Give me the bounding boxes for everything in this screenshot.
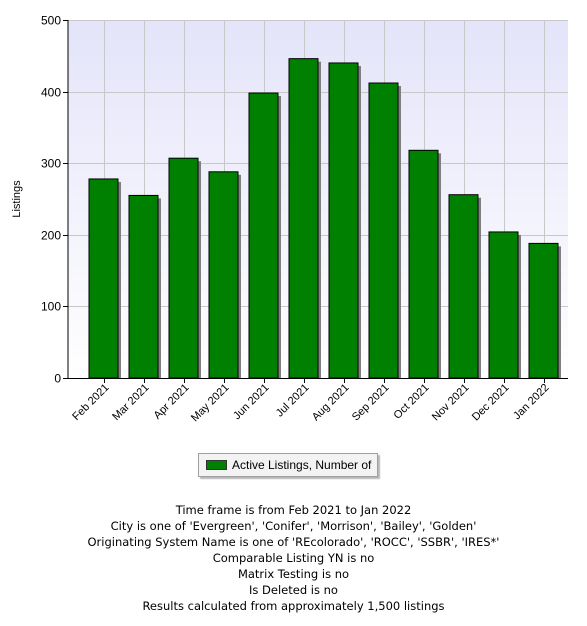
y-tick-label: 400 (41, 86, 61, 100)
y-tick-label: 200 (41, 229, 61, 243)
note-line: Results calculated from approximately 1,… (142, 599, 445, 613)
legend-label: Active Listings, Number of (232, 458, 372, 472)
x-tick-label: Dec 2021 (470, 382, 512, 424)
bar (208, 171, 239, 379)
bar (128, 194, 159, 379)
chart-legend: Active Listings, Number of (198, 453, 378, 477)
x-tick-label: Nov 2021 (430, 382, 472, 424)
y-tick-label: 300 (41, 157, 61, 171)
bar (368, 82, 399, 379)
x-tick-label: Apr 2021 (152, 382, 192, 422)
y-tick-label: 0 (54, 372, 61, 386)
x-tick-label: Mar 2021 (110, 382, 151, 423)
x-tick-label: Feb 2021 (70, 382, 111, 423)
bar (168, 157, 199, 379)
x-tick-label: Jan 2022 (511, 382, 551, 422)
criteria-notes: Time frame is from Feb 2021 to Jan 2022 … (0, 502, 587, 614)
bar (528, 242, 559, 379)
note-line: Matrix Testing is no (237, 567, 350, 581)
note-line: Originating System Name is one of 'REcol… (87, 535, 500, 549)
note-line: Time frame is from Feb 2021 to Jan 2022 (175, 503, 412, 517)
note-line: City is one of 'Evergreen', 'Conifer', '… (110, 519, 477, 533)
bar (328, 62, 359, 379)
note-line: Comparable Listing YN is no (212, 551, 375, 565)
bar (288, 58, 319, 379)
legend-swatch (206, 460, 227, 470)
note-line: Is Deleted is no (249, 583, 338, 597)
bar (248, 92, 279, 379)
x-tick-label: Jul 2021 (274, 382, 312, 420)
y-tick-label: 100 (41, 300, 61, 314)
y-axis-title: Listings (11, 180, 23, 218)
bar (448, 194, 479, 379)
bar (88, 178, 119, 379)
x-tick-label: May 2021 (189, 382, 232, 425)
x-tick-label: Oct 2021 (392, 382, 432, 422)
y-tick-label: 500 (41, 14, 61, 28)
bar (408, 149, 439, 379)
x-tick-label: Aug 2021 (310, 382, 352, 424)
x-tick-label: Sep 2021 (350, 382, 392, 424)
bar (488, 231, 519, 379)
x-tick-label: Jun 2021 (231, 382, 271, 422)
